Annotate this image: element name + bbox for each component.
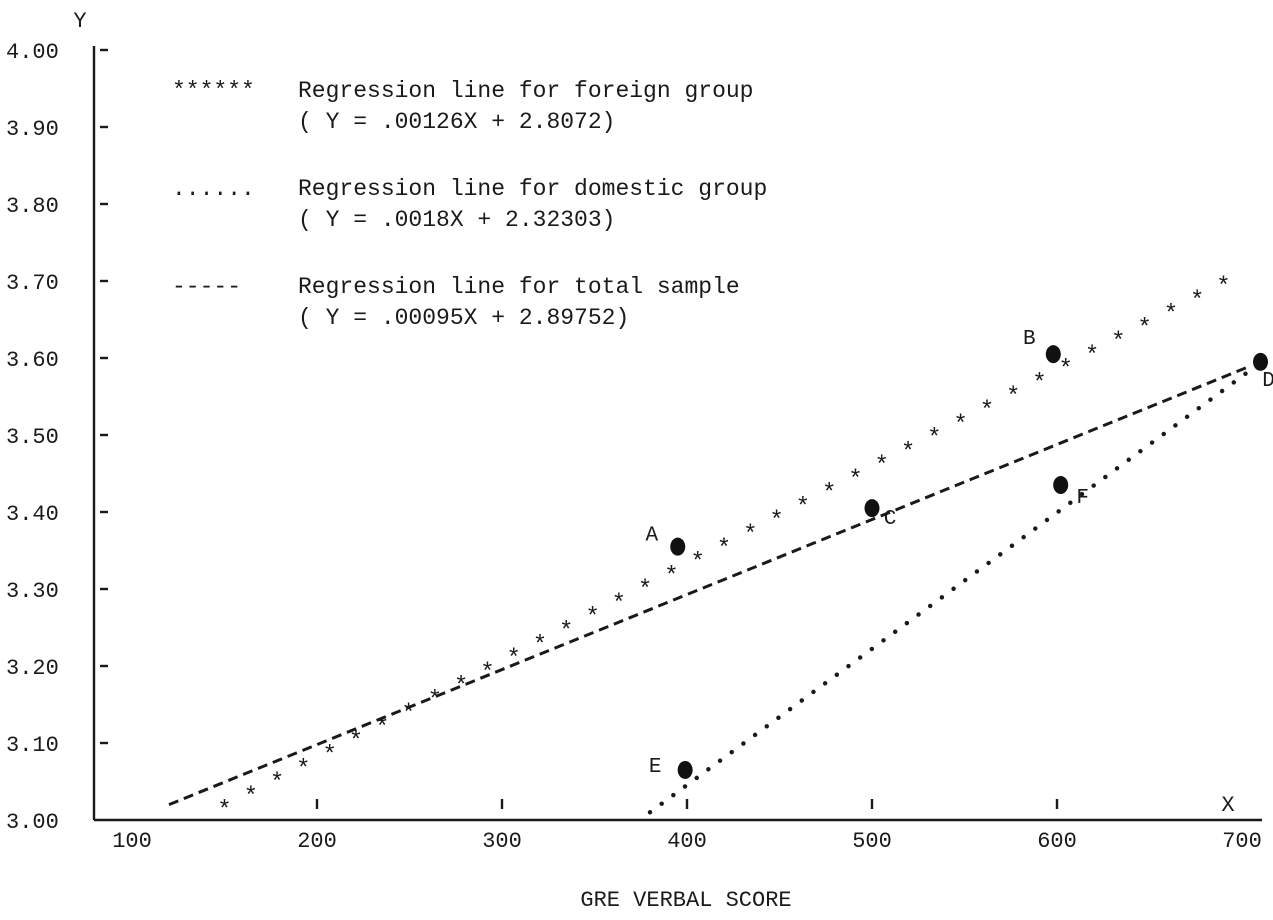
legend-symbol-total: ----- — [172, 274, 241, 300]
legend-symbol-foreign: ****** — [172, 78, 255, 104]
point-label-d: D — [1262, 370, 1273, 393]
asterisk-mark: * — [375, 715, 389, 742]
y-ticks: 3.00 3.10 3.20 3.30 3.40 3.50 3.60 3.70 3.80 3.90… — [6, 40, 108, 835]
asterisk-mark: * — [901, 439, 915, 466]
series-total-line — [168, 364, 1252, 806]
y-tick-label: 3.60 — [6, 348, 59, 373]
asterisk-mark: * — [664, 563, 678, 590]
asterisk-mark: * — [848, 467, 862, 494]
y-tick-label: 4.00 — [6, 40, 59, 65]
y-tick-label: 3.70 — [6, 271, 59, 296]
asterisk-mark: * — [612, 591, 626, 618]
asterisk-mark: * — [322, 742, 336, 769]
x-ticks: 100 200 300 400 500 600 700 — [112, 799, 1262, 854]
series-foreign-asterisks: * * * * * * * * * * * * * * * * * * * * * * * * * * * * * * * * * * * * * * * — [217, 274, 1230, 825]
x-tick-label: 600 — [1037, 829, 1077, 854]
x-tick-label: 200 — [297, 829, 337, 854]
asterisk-mark: * — [691, 550, 705, 577]
legend-name-domestic: Regression line for domestic group — [298, 176, 767, 202]
asterisk-mark: * — [1216, 274, 1230, 301]
legend-equation-domestic: ( Y = .0018X + 2.32303) — [298, 207, 615, 233]
y-tick-label: 3.00 — [6, 810, 59, 835]
legend-symbol-domestic: ...... — [172, 176, 255, 202]
asterisk-mark: * — [296, 756, 310, 783]
y-axis-letter: Y — [73, 9, 86, 34]
point-label-c: C — [884, 508, 897, 531]
points-layer: A B C D E F — [645, 328, 1273, 779]
x-tick-label: 300 — [482, 829, 522, 854]
asterisk-mark: * — [1032, 370, 1046, 397]
point-b — [1045, 345, 1061, 364]
asterisk-mark: * — [1137, 315, 1151, 342]
point-c — [864, 499, 880, 518]
y-tick-label: 3.80 — [6, 194, 59, 219]
asterisk-mark: * — [822, 481, 836, 508]
x-tick-label: 700 — [1222, 829, 1262, 854]
asterisk-mark: * — [796, 494, 810, 521]
asterisk-mark: * — [953, 412, 967, 439]
legend-entry-domestic: ...... Regression line for domestic grou… — [172, 176, 767, 233]
asterisk-mark: * — [1111, 329, 1125, 356]
x-axis-title: GRE VERBAL SCORE — [580, 888, 791, 913]
point-e — [677, 760, 693, 779]
legend-equation-foreign: ( Y = .00126X + 2.8072) — [298, 109, 615, 135]
x-tick-label: 400 — [667, 829, 707, 854]
asterisk-mark: * — [454, 674, 468, 701]
series-layer: * * * * * * * * * * * * * * * * * * * * * * * * * * * * * * * * * * * * * * * — [168, 274, 1254, 825]
asterisk-mark: * — [585, 605, 599, 632]
legend-entry-foreign: ****** Regression line for foreign group… — [172, 78, 753, 135]
y-tick-label: 3.30 — [6, 579, 59, 604]
asterisk-mark: * — [769, 508, 783, 535]
asterisk-mark: * — [1059, 357, 1073, 384]
asterisk-mark: * — [270, 770, 284, 797]
asterisk-mark: * — [638, 577, 652, 604]
legend-name-foreign: Regression line for foreign group — [298, 78, 753, 104]
asterisk-mark: * — [533, 632, 547, 659]
asterisk-mark: * — [717, 536, 731, 563]
point-d — [1253, 352, 1268, 371]
asterisk-mark: * — [217, 798, 231, 825]
asterisk-mark: * — [1190, 288, 1204, 315]
asterisk-mark: * — [428, 687, 442, 714]
y-tick-label: 3.50 — [6, 425, 59, 450]
legend-name-total: Regression line for total sample — [298, 274, 740, 300]
asterisk-mark: * — [1085, 343, 1099, 370]
asterisk-mark: * — [244, 784, 258, 811]
x-tick-label: 100 — [112, 829, 152, 854]
legend-entry-total: ----- Regression line for total sample (… — [172, 274, 740, 331]
asterisk-mark: * — [559, 618, 573, 645]
legend-equation-total: ( Y = .00095X + 2.89752) — [298, 305, 629, 331]
point-f — [1053, 476, 1069, 495]
y-tick-label: 3.20 — [6, 656, 59, 681]
point-label-a: A — [645, 525, 658, 548]
asterisk-mark: * — [1006, 384, 1020, 411]
asterisk-mark: * — [349, 729, 363, 756]
point-a — [670, 537, 686, 556]
asterisk-mark: * — [927, 426, 941, 453]
y-tick-label: 3.10 — [6, 733, 59, 758]
point-label-b: B — [1023, 328, 1036, 351]
y-tick-label: 3.90 — [6, 117, 59, 142]
x-tick-label: 500 — [852, 829, 892, 854]
asterisk-mark: * — [480, 660, 494, 687]
asterisk-mark: * — [506, 646, 520, 673]
x-axis-letter: X — [1221, 793, 1234, 818]
asterisk-mark: * — [743, 522, 757, 549]
asterisk-mark: * — [1164, 302, 1178, 329]
asterisk-mark: * — [875, 453, 889, 480]
legend: ****** Regression line for foreign group… — [172, 78, 767, 331]
point-label-f: F — [1076, 487, 1089, 510]
point-label-e: E — [649, 756, 662, 779]
y-tick-label: 3.40 — [6, 502, 59, 527]
asterisk-mark: * — [980, 398, 994, 425]
asterisk-mark: * — [401, 701, 415, 728]
series-domestic-line — [647, 367, 1254, 815]
